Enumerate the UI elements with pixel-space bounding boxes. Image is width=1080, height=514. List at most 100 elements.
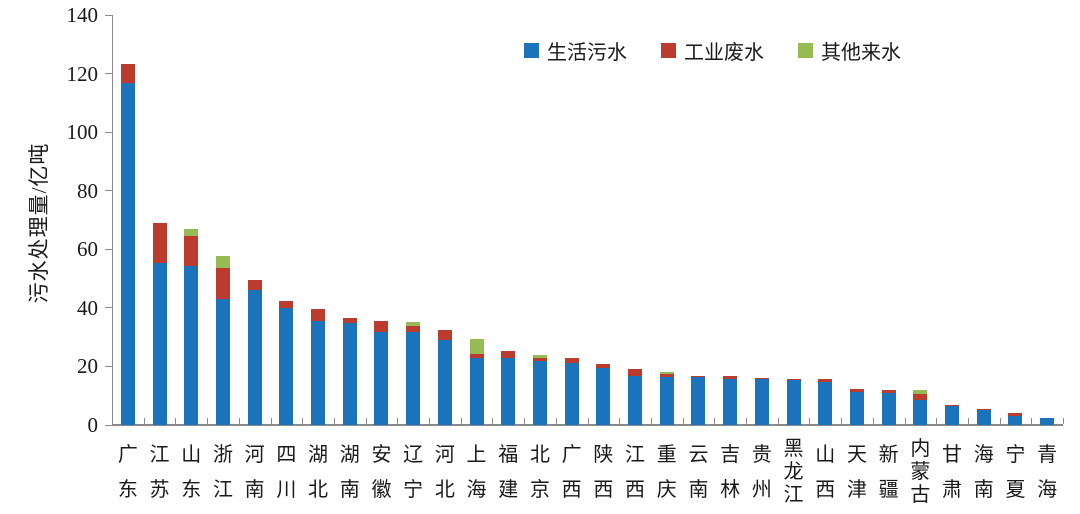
x-category-label: 四川 — [273, 438, 299, 508]
y-tick-label: 80 — [77, 178, 98, 203]
x-category-char: 北 — [434, 479, 455, 501]
bar-segment-生活污水 — [311, 321, 326, 425]
x-category-label: 浙江 — [210, 438, 236, 508]
x-tick — [746, 418, 747, 424]
x-category-char: 南 — [244, 479, 265, 501]
bar-segment-工业废水 — [406, 326, 421, 332]
x-category-label: 甘肃 — [939, 438, 965, 508]
x-category-label: 吉林 — [717, 438, 743, 508]
bar-segment-生活污水 — [881, 393, 896, 425]
bar-segment-生活污水 — [913, 400, 928, 425]
bar-segment-工业废水 — [723, 376, 738, 380]
bar-segment-工业废水 — [279, 301, 294, 309]
legend-item-other: 其他来水 — [798, 36, 901, 65]
x-tick — [619, 418, 621, 424]
x-tick — [270, 418, 272, 424]
y-tick — [105, 248, 112, 250]
x-category-char: 江 — [149, 444, 170, 466]
bar-segment-生活污水 — [184, 266, 199, 425]
bar-segment-其他来水 — [913, 390, 928, 395]
y-tick — [105, 190, 112, 192]
bar-segment-生活污水 — [279, 308, 294, 425]
bar-segment-其他来水 — [215, 256, 230, 269]
bar-segment-工业废水 — [881, 390, 896, 394]
bar-segment-其他来水 — [406, 321, 421, 326]
x-tick — [555, 418, 557, 424]
x-tick — [333, 418, 335, 424]
bar-segment-生活污水 — [532, 360, 547, 425]
bar-segment-生活污水 — [469, 358, 484, 425]
x-tick — [1063, 418, 1064, 424]
x-tick — [809, 418, 811, 424]
x-category-char: 重 — [656, 444, 677, 466]
x-tick — [429, 418, 430, 424]
x-category-label: 贵州 — [749, 438, 775, 508]
x-category-char: 东 — [181, 479, 202, 501]
legend-swatch-other — [798, 43, 813, 58]
x-category-char: 湖 — [339, 444, 360, 466]
bar-segment-生活污水 — [1040, 417, 1055, 425]
x-category-label: 陕西 — [590, 438, 616, 508]
y-tick — [105, 73, 112, 75]
x-category-label: 湖北 — [305, 438, 331, 508]
bar-segment-生活污水 — [1008, 415, 1023, 425]
x-tick — [714, 418, 716, 424]
x-category-char: 徽 — [371, 479, 392, 501]
bar-segment-工业废水 — [437, 329, 452, 341]
x-category-char: 疆 — [878, 479, 899, 501]
bar-segment-工业废水 — [659, 373, 674, 377]
x-category-char: 东 — [117, 479, 138, 501]
bar-segment-工业废水 — [628, 368, 643, 376]
x-category-label: 上海 — [464, 438, 490, 508]
x-tick — [1031, 418, 1033, 424]
x-category-char: 庆 — [656, 479, 677, 501]
bar-segment-工业废水 — [311, 308, 326, 322]
x-tick — [999, 418, 1001, 424]
x-tick — [238, 418, 240, 424]
bar-segment-生活污水 — [120, 82, 135, 425]
bar-segment-工业废水 — [564, 357, 579, 363]
y-axis-title: 污水处理量/亿吨 — [27, 142, 51, 304]
bar-segment-工业废水 — [786, 378, 801, 381]
bar-segment-生活污水 — [596, 367, 611, 425]
x-category-char: 河 — [434, 444, 455, 466]
x-category-label: 湖南 — [337, 438, 363, 508]
x-category-char: 建 — [498, 479, 519, 501]
x-tick — [904, 418, 906, 424]
y-tick-label: 140 — [66, 3, 99, 27]
bar-segment-生活污水 — [342, 323, 357, 425]
bar-segment-其他来水 — [532, 355, 547, 358]
x-category-label: 北京 — [527, 438, 553, 508]
x-category-char: 西 — [561, 479, 582, 501]
x-category-char: 天 — [846, 444, 867, 466]
x-tick — [112, 418, 113, 424]
x-tick — [872, 418, 874, 424]
x-tick — [524, 418, 526, 424]
x-category-label: 江苏 — [147, 438, 173, 508]
bar-segment-工业废水 — [532, 357, 547, 361]
bar-segment-生活污水 — [564, 362, 579, 425]
x-category-char: 黑 — [783, 438, 804, 460]
x-category-char: 林 — [720, 479, 741, 501]
bar-segment-生活污水 — [945, 405, 960, 425]
bar-segment-工业废水 — [152, 222, 167, 264]
bar-segment-其他来水 — [469, 338, 484, 354]
x-category-label: 安徽 — [368, 438, 394, 508]
x-category-label: 山东 — [178, 438, 204, 508]
x-tick — [207, 418, 209, 424]
x-category-char: 吉 — [720, 444, 741, 466]
x-category-char: 宁 — [403, 479, 424, 501]
legend-label-domestic: 生活污水 — [547, 42, 627, 64]
x-category-char: 川 — [276, 479, 297, 501]
bar-segment-工业废水 — [818, 379, 833, 382]
x-axis-line — [112, 424, 1063, 426]
x-category-label: 内蒙古 — [907, 438, 933, 507]
x-category-char: 南 — [688, 479, 709, 501]
x-category-char: 北 — [529, 444, 550, 466]
x-tick — [397, 418, 399, 424]
y-tick-label: 40 — [77, 295, 98, 320]
y-tick-label: 60 — [77, 237, 98, 262]
x-category-char: 山 — [815, 444, 836, 466]
x-category-label: 重庆 — [654, 438, 680, 508]
x-category-label: 广东 — [115, 438, 141, 508]
